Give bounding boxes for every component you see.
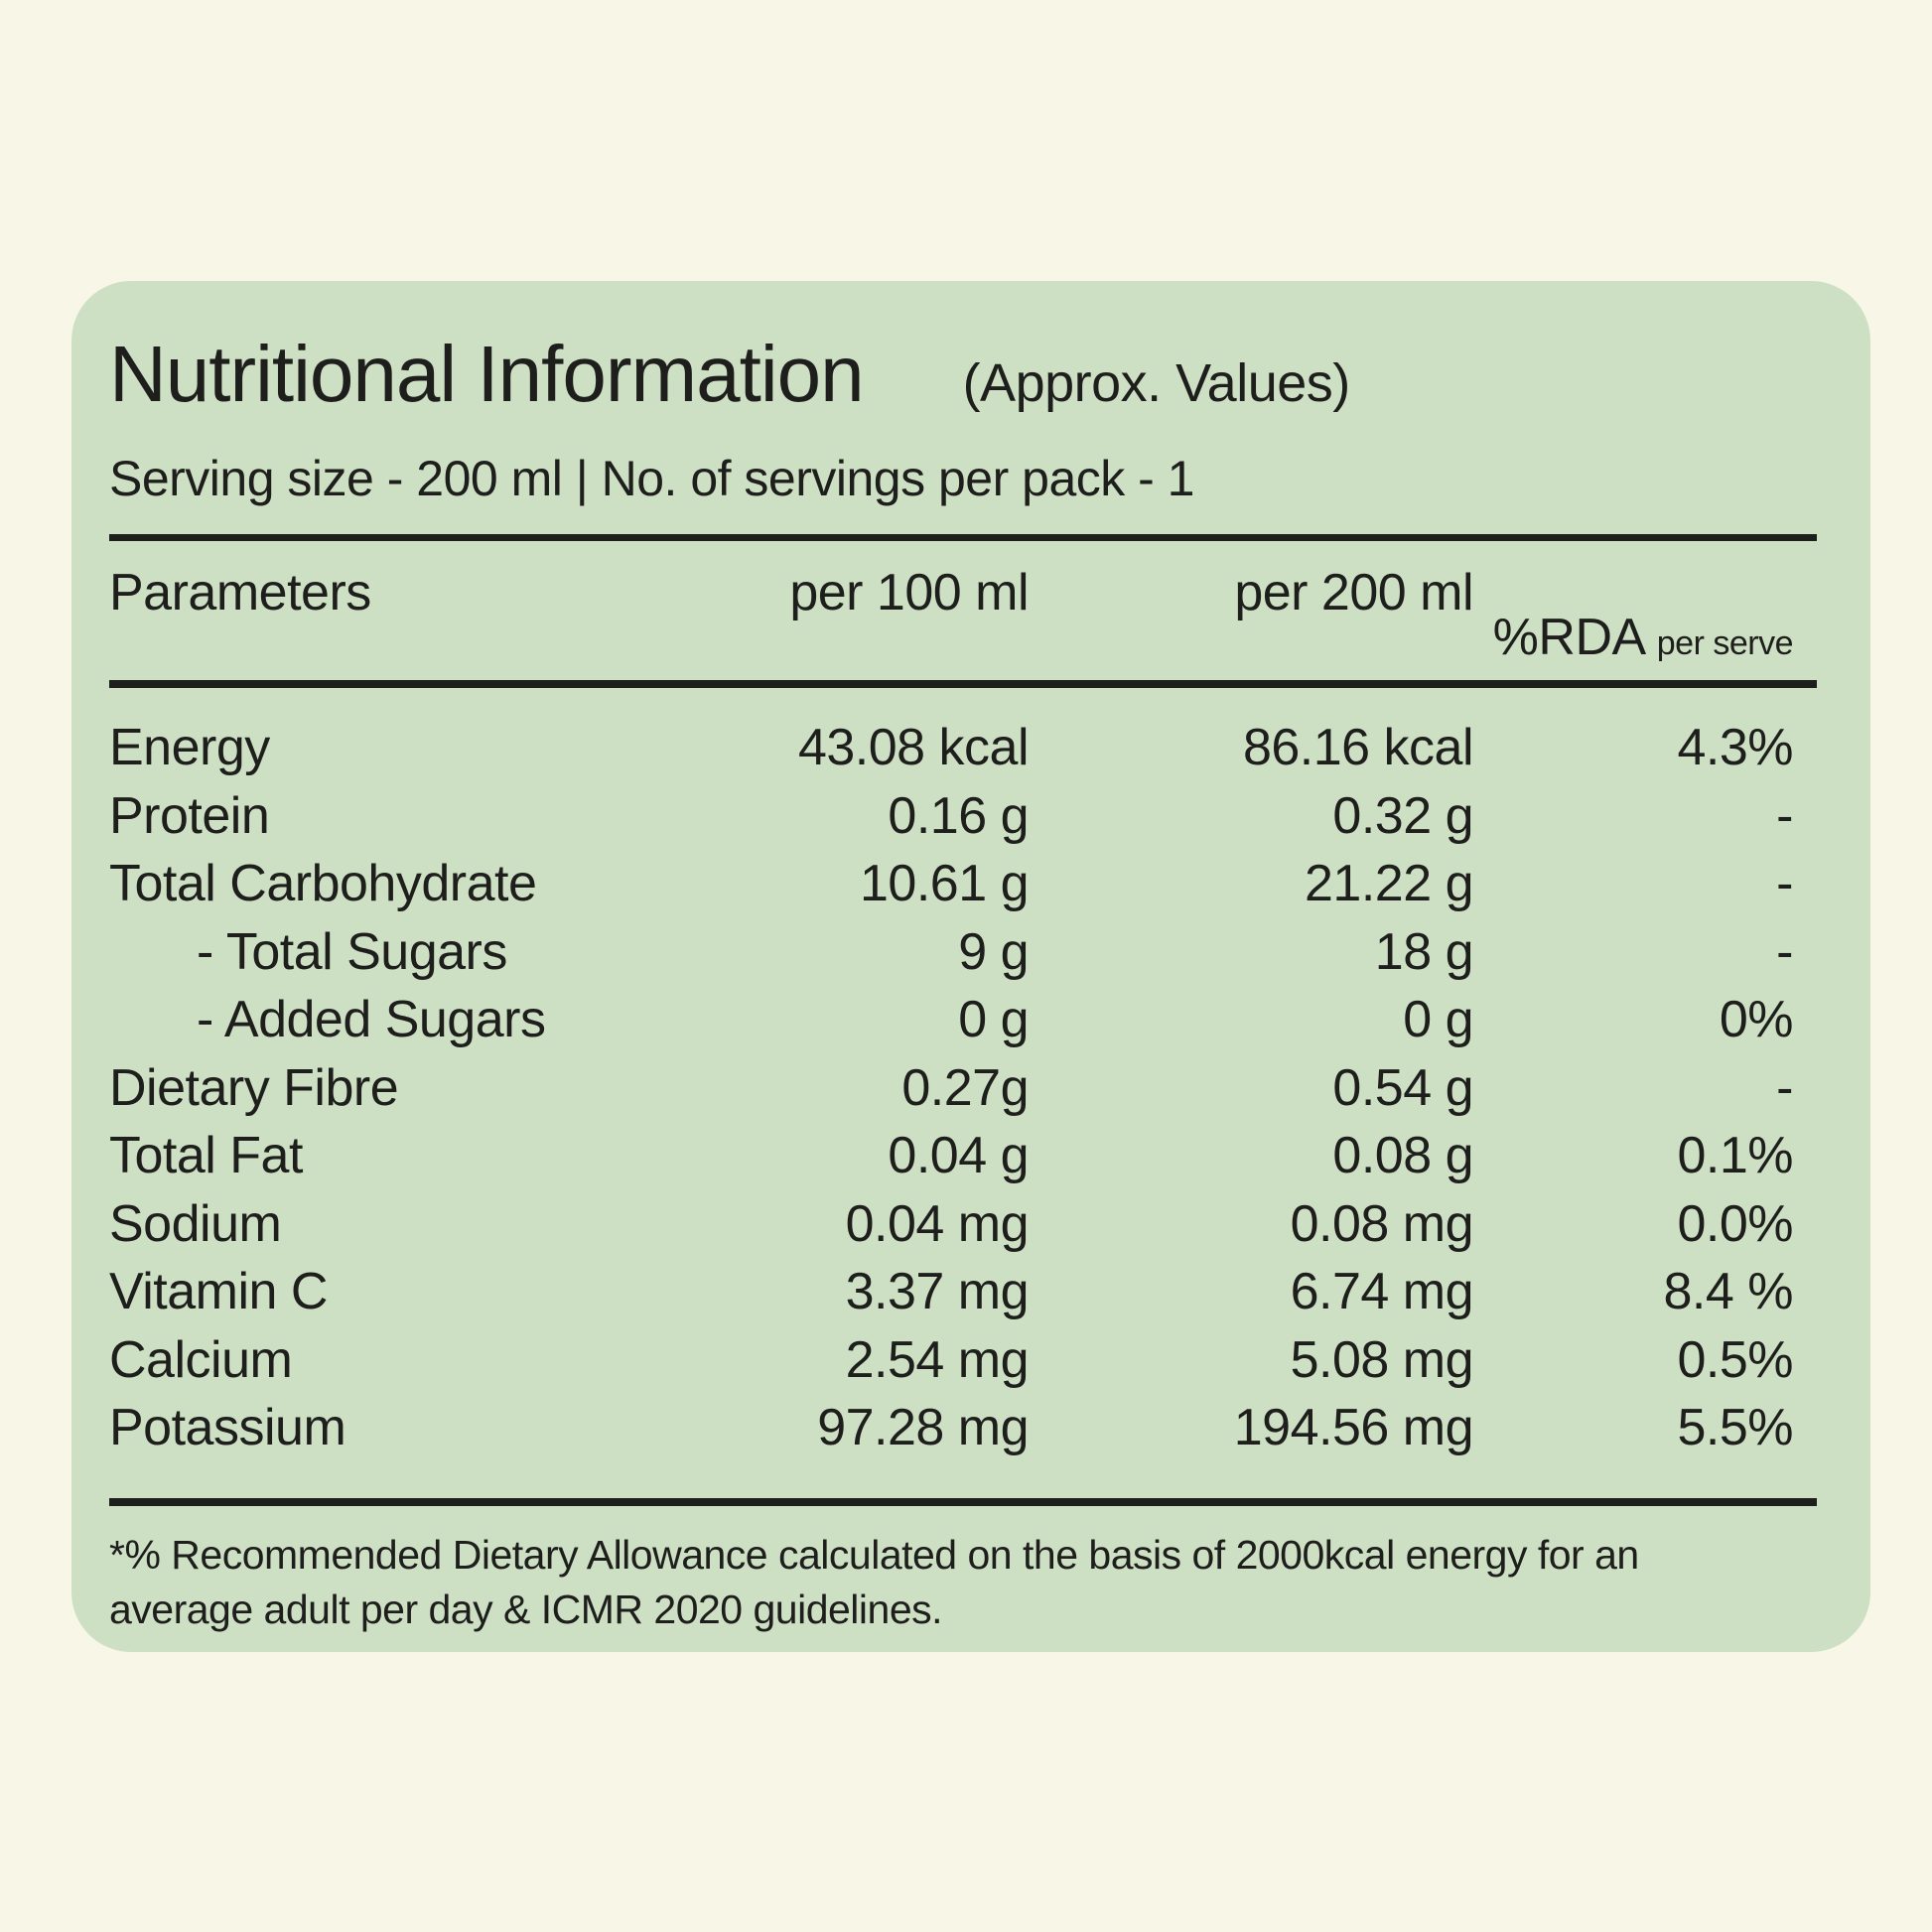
column-header-parameters: Parameters <box>109 564 371 621</box>
row-label: - Total Sugars <box>197 922 507 981</box>
row-per-200ml: 0.08 mg <box>1290 1194 1474 1253</box>
table-row: Calcium 2.54 mg 5.08 mg 0.5% <box>109 1326 1817 1395</box>
rda-footnote-line1: *% Recommended Dietary Allowance calcula… <box>109 1531 1639 1578</box>
table-row: Vitamin C 3.37 mg 6.74 mg 8.4 % <box>109 1258 1817 1326</box>
row-rda: 0.1% <box>1677 1127 1793 1184</box>
table-row: - Total Sugars 9 g 18 g - <box>109 918 1817 987</box>
column-header-rda-subtext: per serve <box>1656 624 1794 662</box>
rda-footnote: *% Recommended Dietary Allowance calcula… <box>109 1528 1817 1637</box>
panel-header: Nutritional Information (Approx. Values) <box>109 331 1817 427</box>
table-body: Energy 43.08 kcal 86.16 kcal 4.3% Protei… <box>109 688 1817 1498</box>
row-per-100ml: 9 g <box>958 922 1029 981</box>
row-per-200ml: 21.22 g <box>1305 855 1474 912</box>
row-per-200ml: 0.32 g <box>1332 786 1473 845</box>
row-per-100ml: 0.04 mg <box>845 1194 1030 1253</box>
rda-footnote-line2: average adult per day & ICMR 2020 guidel… <box>109 1586 943 1632</box>
row-per-100ml: 3.37 mg <box>845 1263 1030 1320</box>
row-rda: 4.3% <box>1677 719 1793 776</box>
row-rda: 0.5% <box>1677 1330 1793 1389</box>
row-per-200ml: 0 g <box>1403 991 1473 1048</box>
row-per-100ml: 0.04 g <box>888 1127 1029 1184</box>
title-approx-values: (Approx. Values) <box>962 353 1351 413</box>
row-rda: - <box>1776 855 1793 912</box>
row-label: - Added Sugars <box>197 991 546 1048</box>
row-per-200ml: 0.54 g <box>1332 1058 1473 1117</box>
row-label: Calcium <box>109 1330 293 1389</box>
table-row: Potassium 97.28 mg 194.56 mg 5.5% <box>109 1394 1817 1462</box>
row-rda: 5.5% <box>1677 1399 1793 1456</box>
row-per-200ml: 6.74 mg <box>1290 1263 1474 1320</box>
row-label: Sodium <box>109 1194 282 1253</box>
table-row: Dietary Fibre 0.27g 0.54 g - <box>109 1054 1817 1123</box>
row-per-200ml: 18 g <box>1374 922 1474 981</box>
row-rda: - <box>1776 786 1793 845</box>
row-per-100ml: 0.27g <box>901 1058 1029 1117</box>
row-label: Total Carbohydrate <box>109 855 537 912</box>
table-row: Energy 43.08 kcal 86.16 kcal 4.3% <box>109 714 1817 782</box>
row-rda: 0.0% <box>1677 1194 1793 1253</box>
row-per-200ml: 86.16 kcal <box>1242 719 1474 776</box>
table-row: Sodium 0.04 mg 0.08 mg 0.0% <box>109 1190 1817 1259</box>
row-rda: - <box>1776 922 1793 981</box>
row-per-100ml: 0.16 g <box>888 786 1029 845</box>
row-label: Energy <box>109 719 270 776</box>
row-label: Protein <box>109 786 270 845</box>
row-rda: 0% <box>1719 991 1794 1048</box>
row-label: Potassium <box>109 1399 346 1456</box>
column-header-per-200ml: per 200 ml <box>1234 564 1473 621</box>
row-label: Vitamin C <box>109 1263 328 1320</box>
table-row: Total Carbohydrate 10.61 g 21.22 g - <box>109 850 1817 918</box>
nutrition-panel: Nutritional Information (Approx. Values)… <box>71 281 1870 1652</box>
row-rda: - <box>1776 1058 1793 1117</box>
table-row: - Added Sugars 0 g 0 g 0% <box>109 986 1817 1054</box>
divider-header <box>109 680 1817 688</box>
row-per-100ml: 0 g <box>958 991 1029 1048</box>
row-label: Total Fat <box>109 1127 303 1184</box>
row-per-200ml: 194.56 mg <box>1233 1399 1474 1456</box>
table-row: Total Fat 0.04 g 0.08 g 0.1% <box>109 1122 1817 1190</box>
row-rda: 8.4 % <box>1663 1263 1794 1320</box>
row-per-100ml: 2.54 mg <box>845 1330 1030 1389</box>
row-per-100ml: 97.28 mg <box>817 1399 1029 1456</box>
row-per-100ml: 10.61 g <box>860 855 1030 912</box>
page-title: Nutritional Information <box>109 330 865 418</box>
column-header-rda: %RDA per serve <box>1473 610 1817 666</box>
row-per-200ml: 0.08 g <box>1332 1127 1473 1184</box>
row-label: Dietary Fibre <box>109 1058 399 1117</box>
row-per-100ml: 43.08 kcal <box>797 719 1030 776</box>
serving-info: Serving size - 200 ml | No. of servings … <box>109 451 1195 506</box>
row-per-200ml: 5.08 mg <box>1290 1330 1474 1389</box>
table-header-row: Parameters per 100 ml per 200 ml %RDA pe… <box>109 565 1817 666</box>
column-header-per-100ml: per 100 ml <box>789 564 1029 621</box>
divider-bottom <box>109 1497 1817 1506</box>
table-row: Protein 0.16 g 0.32 g - <box>109 782 1817 851</box>
column-header-rda-label: %RDA <box>1492 609 1644 666</box>
divider-top <box>109 534 1817 541</box>
